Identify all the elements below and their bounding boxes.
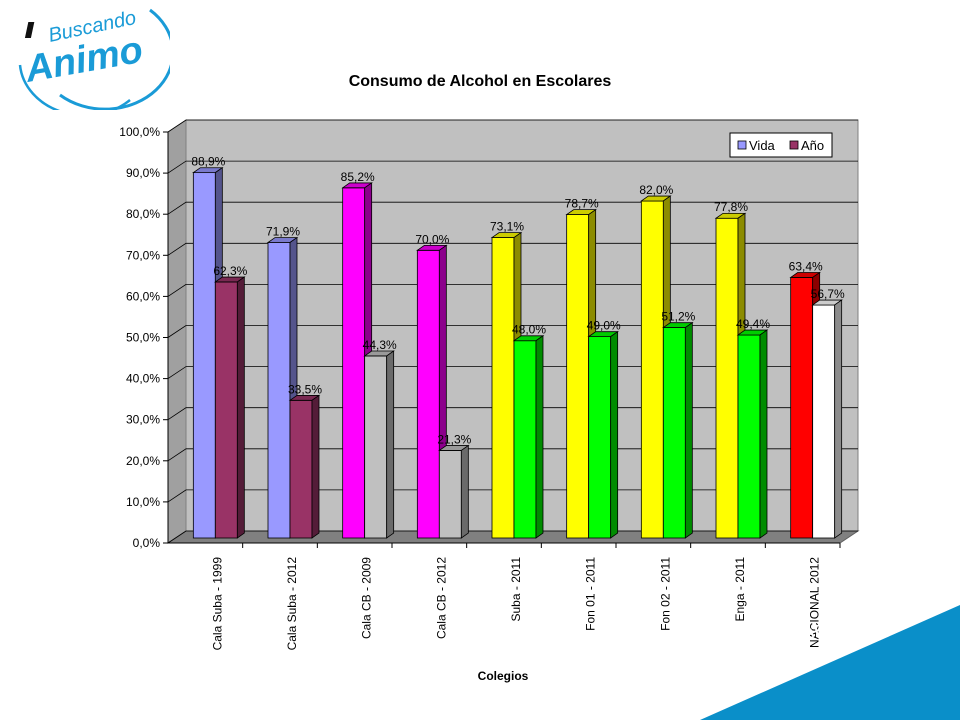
gridline <box>167 530 858 544</box>
bar-año-8 <box>811 299 843 539</box>
data-label-año-4: 48,0% <box>512 323 546 337</box>
bar-año-4 <box>512 335 545 539</box>
data-label-vida-2: 85,2% <box>341 170 375 184</box>
gridline <box>167 283 858 297</box>
data-label-vida-6: 82,0% <box>639 183 673 197</box>
y-tick-label: 50,0% <box>126 331 160 345</box>
y-tick-label: 40,0% <box>126 372 160 386</box>
y-tick-label: 60,0% <box>126 289 160 303</box>
legend-box <box>729 132 833 158</box>
data-label-vida-4: 73,1% <box>490 220 524 234</box>
data-label-vida-3: 70,0% <box>415 232 449 246</box>
gridline <box>167 201 858 215</box>
bar-año-2 <box>363 350 395 539</box>
gridline <box>167 407 858 421</box>
legend-label: Año <box>801 138 824 153</box>
gridline <box>167 489 858 503</box>
data-label-año-5: 49,0% <box>587 319 621 333</box>
data-label-año-0: 62,3% <box>213 264 247 278</box>
data-label-vida-0: 88,9% <box>191 155 225 169</box>
y-tick-label: 10,0% <box>126 495 160 509</box>
legend-swatch <box>789 140 799 150</box>
data-label-año-2: 44,3% <box>363 338 397 352</box>
data-label-vida-7: 77,8% <box>714 200 748 214</box>
x-axis-label: Colegios <box>478 669 529 683</box>
y-tick-label: 20,0% <box>126 454 160 468</box>
x-tick-label: Cala CB - 2012 <box>434 557 448 639</box>
data-label-año-7: 49,4% <box>736 317 770 331</box>
gridline <box>167 160 858 174</box>
x-tick-label: Enga - 2011 <box>733 557 747 622</box>
y-tick-label: 90,0% <box>126 166 160 180</box>
y-tick-label: 0,0% <box>133 536 161 550</box>
data-label-año-6: 51,2% <box>661 310 695 324</box>
y-tick-label: 80,0% <box>126 207 160 221</box>
bar-año-5 <box>587 330 619 539</box>
gridline <box>167 119 858 133</box>
data-label-año-8: 56,7% <box>811 287 845 301</box>
x-tick-label: Fon 02 - 2011 <box>658 557 672 631</box>
data-label-vida-8: 63,4% <box>789 259 823 273</box>
bar-año-7 <box>736 329 769 539</box>
gridline <box>167 448 858 462</box>
chart-title: Consumo de Alcohol en Escolares <box>349 73 612 90</box>
bar-año-0 <box>214 276 246 539</box>
bar-vida-3 <box>416 244 448 539</box>
gridline <box>167 242 858 256</box>
x-tick-label: Cala CB - 2009 <box>360 557 374 639</box>
chart-legend: Vida Año <box>729 132 833 158</box>
x-tick-label: Suba - 2011 <box>509 557 523 622</box>
bar-año-6 <box>662 321 694 539</box>
data-label-año-1: 33,5% <box>288 382 322 396</box>
y-tick-label: 70,0% <box>126 248 160 262</box>
gridline <box>167 366 858 379</box>
data-label-vida-1: 71,9% <box>266 224 300 238</box>
x-tick-label: Cala Suba - 2012 <box>285 557 299 651</box>
legend-label: Vida <box>749 138 776 153</box>
gridline <box>167 325 858 338</box>
x-tick-label: Cala Suba - 1999 <box>210 557 224 651</box>
x-tick-label: Fon 01 - 2011 <box>584 557 598 631</box>
data-label-año-3: 21,3% <box>437 432 471 446</box>
buscando-animo-logo: Buscando Animo <box>18 7 170 110</box>
bar-año-1 <box>288 394 321 539</box>
y-tick-label: 30,0% <box>126 413 160 427</box>
data-label-vida-5: 78,7% <box>565 197 599 211</box>
legend-swatch <box>737 140 747 150</box>
y-tick-label: 100,0% <box>119 125 160 139</box>
bar-año-3 <box>438 444 470 539</box>
